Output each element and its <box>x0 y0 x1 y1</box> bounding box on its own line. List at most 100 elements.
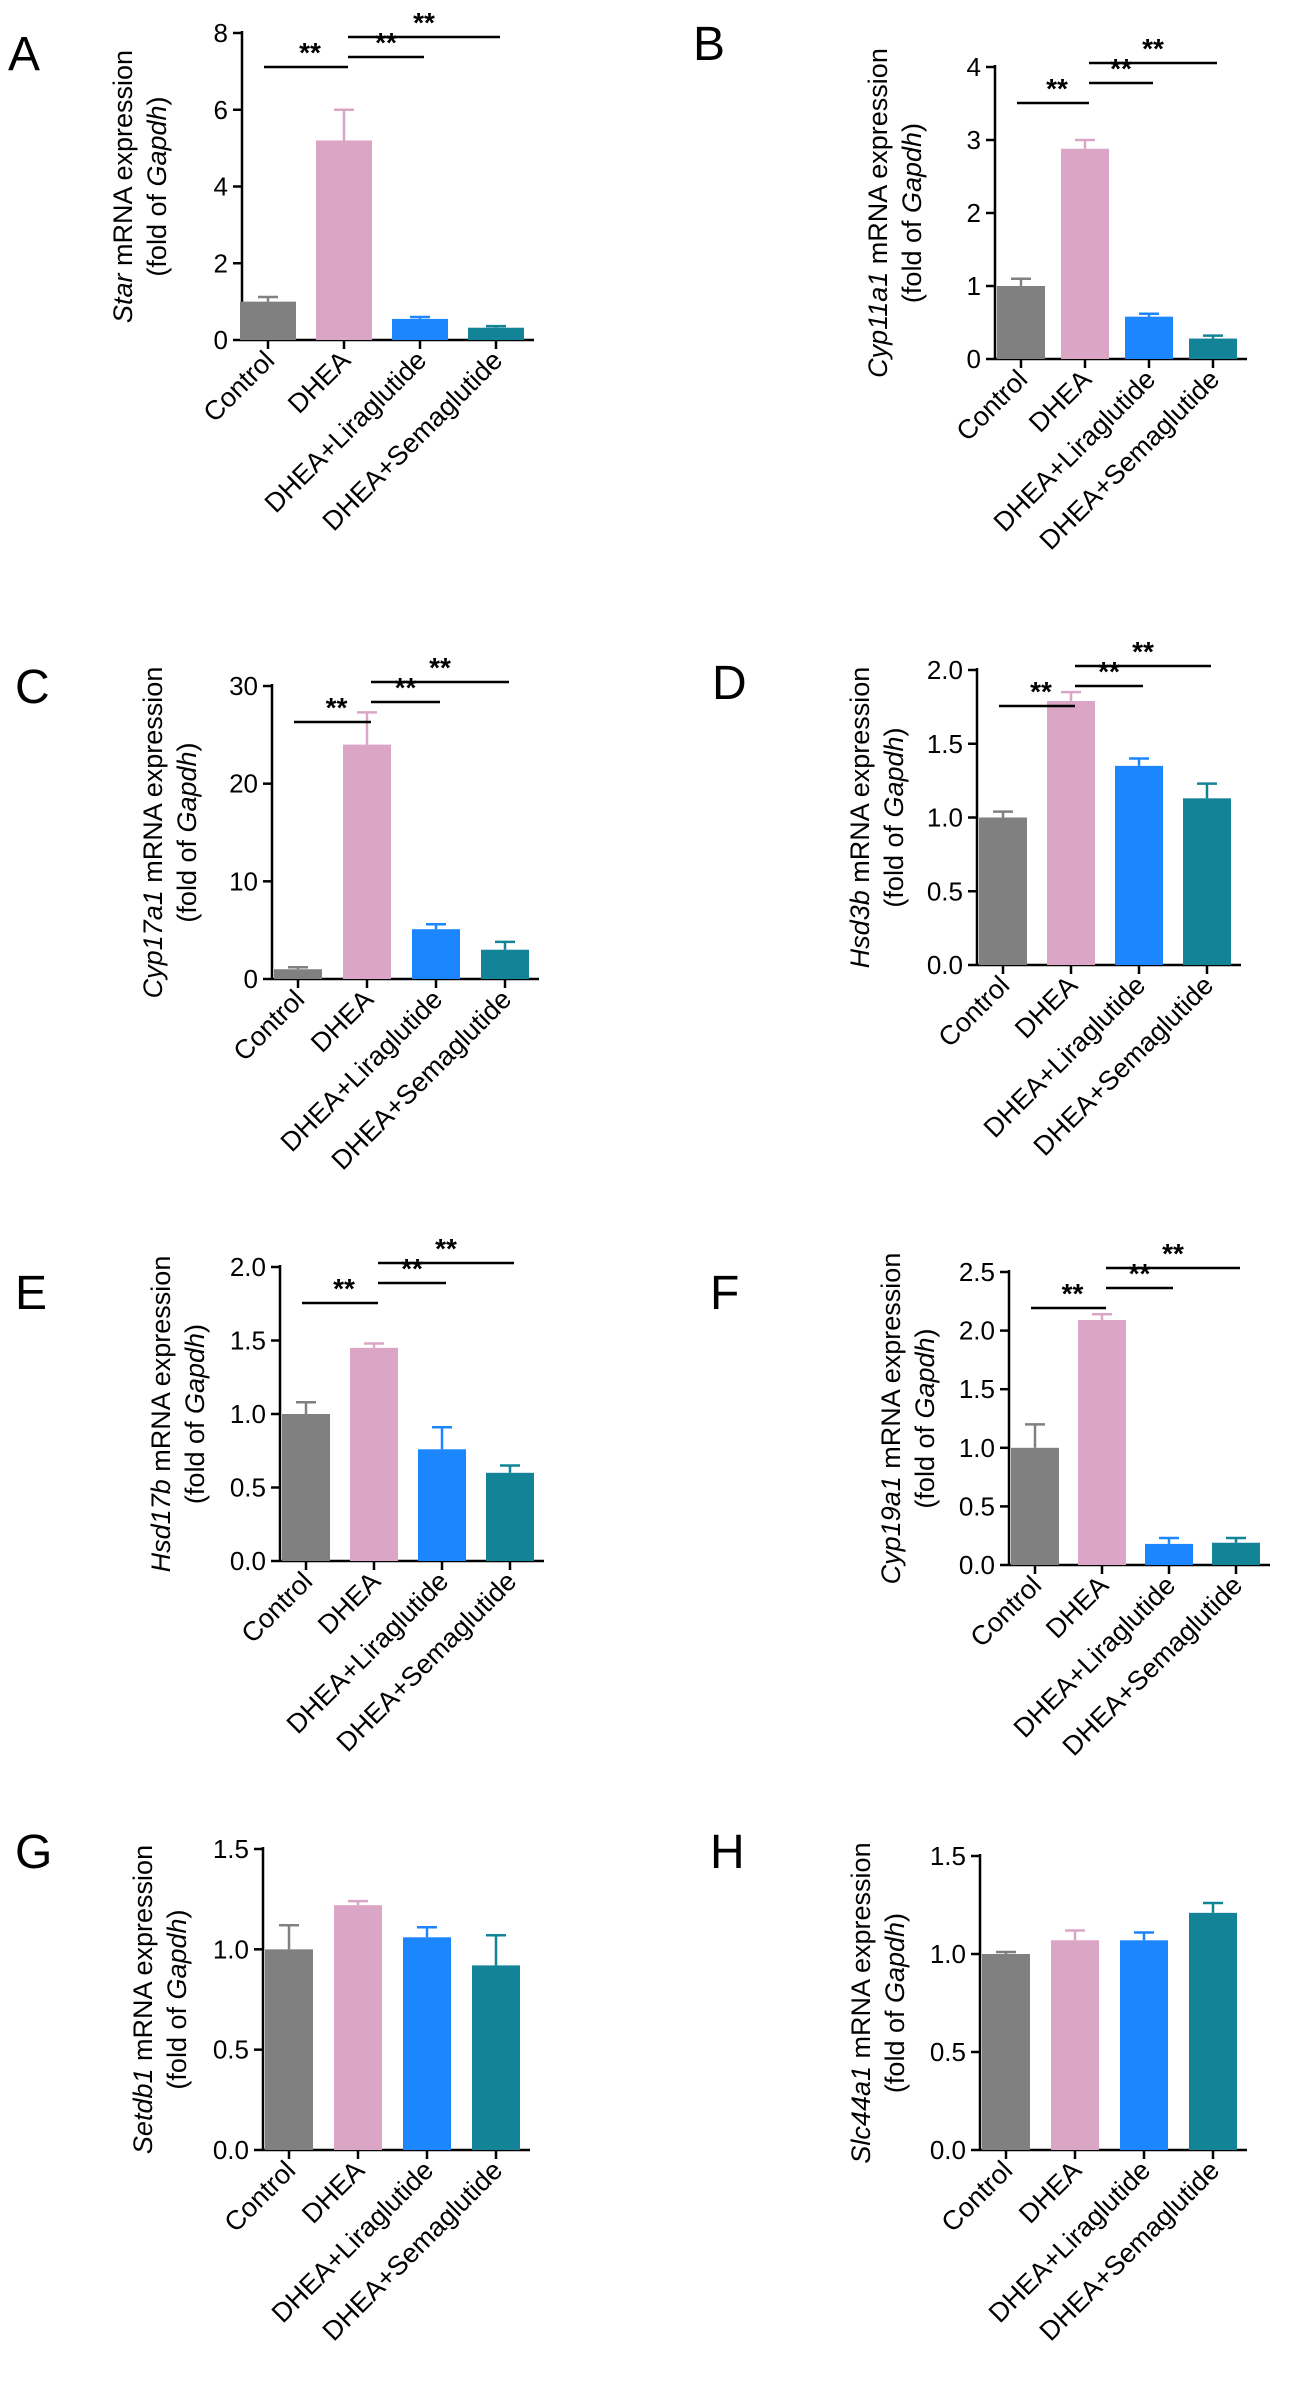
y-tick-label: 8 <box>214 18 228 48</box>
y-axis-measure: mRNA expression <box>845 667 875 891</box>
y-tick-label: 1.0 <box>230 1399 266 1429</box>
x-tick-label: Control <box>935 2155 1018 2238</box>
y-tick-label: 0.0 <box>930 2135 966 2165</box>
bar-dhea <box>334 1905 382 2150</box>
y-axis-label: Cyp11a1 mRNA expression <box>863 48 893 378</box>
y-tick-label: 0 <box>244 964 258 994</box>
bar-dhea-liraglutide <box>418 1449 466 1561</box>
y-axis-norm-suffix: ) <box>880 1913 910 1922</box>
bar-control <box>274 969 322 979</box>
y-axis-measure: mRNA expression <box>846 1842 876 2066</box>
y-axis-label-line2: (fold of Gapdh) <box>880 1913 910 2093</box>
x-tick-label: Control <box>227 984 310 1067</box>
y-axis-label: Setdb1 mRNA expression <box>128 1845 158 2154</box>
y-axis-norm-suffix: ) <box>180 1324 210 1333</box>
y-tick-label: 0.5 <box>959 1491 995 1521</box>
bar-dhea-liraglutide <box>1145 1543 1193 1565</box>
y-tick-label: 30 <box>229 671 258 701</box>
bar-dhea-liraglutide <box>1115 765 1163 965</box>
y-tick-label: 2.0 <box>230 1252 266 1282</box>
y-axis-norm-gene: Gapdh <box>180 1333 210 1414</box>
bar-dhea <box>316 140 372 340</box>
bar-dhea-liraglutide <box>1125 316 1173 359</box>
significance-label: ** <box>429 652 451 683</box>
y-tick-label: 0.5 <box>230 1473 266 1503</box>
bar-dhea <box>1047 700 1095 965</box>
panel-C: C 0 10 20 30 Cyp17a1 mRNA expression (fold of … <box>15 652 539 1176</box>
y-axis-norm-prefix: (fold of <box>910 1419 940 1509</box>
bar-control <box>1011 1447 1059 1565</box>
significance-label: ** <box>413 7 435 38</box>
x-tick-label: DHEA <box>282 345 356 419</box>
bar-control <box>282 1414 330 1561</box>
bar-dhea-semaglutide <box>1189 338 1237 359</box>
y-axis-label: Cyp19a1 mRNA expression <box>876 1253 906 1585</box>
y-tick-label: 0.5 <box>927 876 963 906</box>
y-axis-label-line2: (fold of Gapdh) <box>910 1328 940 1508</box>
y-axis-norm-prefix: (fold of <box>897 213 927 303</box>
y-axis-norm-gene: Gapdh <box>162 1918 192 1999</box>
y-tick-label: 0 <box>214 325 228 355</box>
bar-control <box>982 1954 1030 2150</box>
bar-control <box>265 1949 313 2150</box>
y-axis-gene: Cyp17a1 <box>138 890 168 998</box>
panel-letter: G <box>15 1826 52 1879</box>
y-axis-norm-gene: Gapdh <box>879 736 909 817</box>
significance-label: ** <box>1132 636 1154 667</box>
x-tick-label: Control <box>218 2155 301 2238</box>
y-tick-label: 1.5 <box>213 1834 249 1864</box>
bar-dhea <box>1061 148 1109 359</box>
significance-label: ** <box>1046 73 1068 104</box>
y-axis-norm-suffix: ) <box>910 1328 940 1337</box>
bar-dhea-semaglutide <box>1183 798 1231 965</box>
y-tick-label: 2 <box>967 198 981 228</box>
y-tick-label: 0.5 <box>213 2035 249 2065</box>
y-tick-label: 4 <box>967 52 981 82</box>
y-tick-label: 10 <box>229 866 258 896</box>
y-axis-measure: mRNA expression <box>863 48 893 272</box>
y-axis-norm-suffix: ) <box>172 742 202 751</box>
y-tick-label: 2.0 <box>927 655 963 685</box>
panel-G: G 0.0 0.5 1.0 1.5 Setdb1 mRNA expression (fold… <box>15 1826 530 2347</box>
y-axis-norm-prefix: (fold of <box>172 833 202 923</box>
y-tick-label: 1.5 <box>959 1374 995 1404</box>
y-tick-label: 0.0 <box>230 1546 266 1576</box>
bar-control <box>979 817 1027 965</box>
significance-label: ** <box>1062 1278 1084 1309</box>
significance-label: ** <box>1098 656 1120 687</box>
panel-letter: E <box>15 1267 47 1320</box>
x-tick-label: Control <box>932 970 1015 1053</box>
y-axis-gene: Hsd3b <box>845 890 875 968</box>
y-axis-norm-prefix: (fold of <box>142 187 172 277</box>
y-tick-label: 1 <box>967 271 981 301</box>
y-tick-label: 1.0 <box>927 803 963 833</box>
y-tick-label: 0.5 <box>930 2037 966 2067</box>
y-tick-label: 1.0 <box>213 1934 249 1964</box>
bar-dhea <box>1051 1940 1099 2150</box>
significance-label: ** <box>1129 1258 1151 1289</box>
y-tick-label: 1.5 <box>930 1841 966 1871</box>
y-tick-label: 1.0 <box>930 1939 966 1969</box>
significance-label: ** <box>1142 33 1164 64</box>
x-tick-label: Control <box>964 1570 1047 1653</box>
y-axis-label-line2: (fold of Gapdh) <box>879 727 909 907</box>
y-tick-label: 0.0 <box>213 2135 249 2165</box>
bar-dhea-semaglutide <box>468 327 524 340</box>
significance-label: ** <box>395 672 417 703</box>
y-tick-label: 1.5 <box>230 1326 266 1356</box>
y-axis-measure: mRNA expression <box>108 50 138 274</box>
y-tick-label: 1.5 <box>927 729 963 759</box>
panel-F: F 0.0 0.5 1.0 1.5 2.0 2.5 Cyp19a1 mRNA expressi… <box>710 1238 1270 1762</box>
significance-label: ** <box>1162 1238 1184 1269</box>
y-axis-gene: Setdb1 <box>128 2069 158 2155</box>
y-tick-label: 2 <box>214 248 228 278</box>
bar-control <box>997 286 1045 359</box>
y-axis-norm-suffix: ) <box>142 96 172 105</box>
y-tick-label: 4 <box>214 172 228 202</box>
y-axis-label: Cyp17a1 mRNA expression <box>138 667 168 999</box>
y-axis-measure: mRNA expression <box>146 1256 176 1480</box>
y-axis-measure: mRNA expression <box>138 667 168 891</box>
y-axis-label: Hsd17b mRNA expression <box>146 1256 176 1573</box>
significance-label: ** <box>326 692 348 723</box>
